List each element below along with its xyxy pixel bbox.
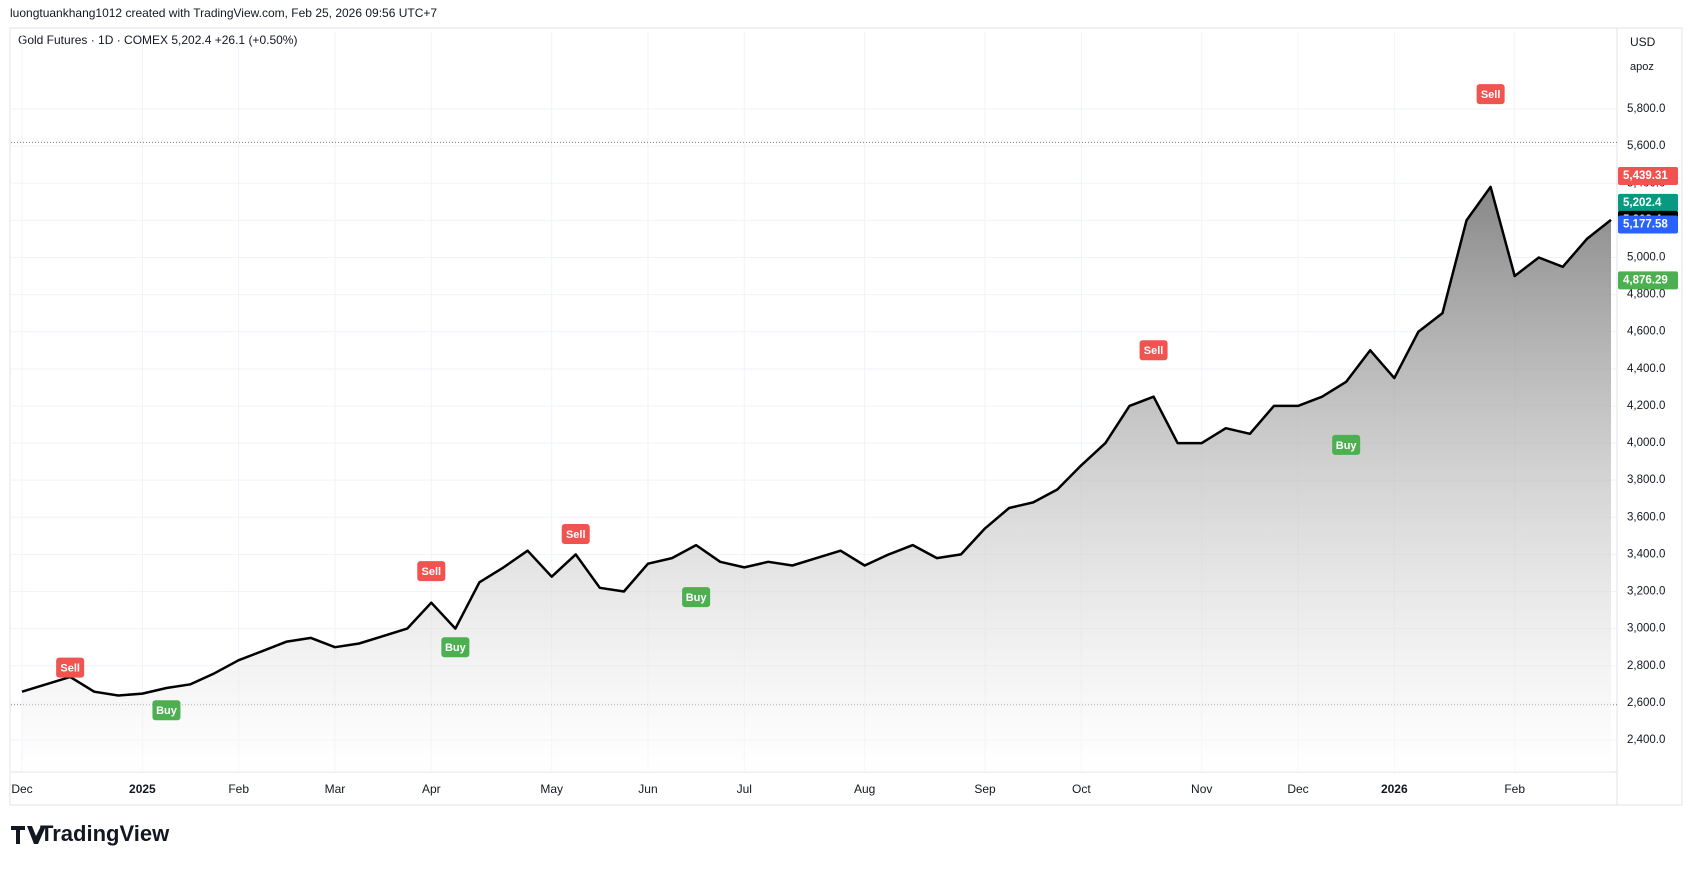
price-tag-label: 5,202.4 [1623, 197, 1662, 209]
chart-frame [9, 27, 1683, 806]
y-tick-label: 3,400.0 [1627, 548, 1665, 560]
signal-badge [417, 561, 446, 582]
y-tick-label: 5,600.0 [1627, 140, 1665, 152]
signal-label: Buy [686, 592, 708, 604]
y-tick-label: 4,800.0 [1627, 289, 1665, 301]
logo-icon [11, 826, 46, 844]
y-tick-label: 3,200.0 [1627, 586, 1665, 598]
price-tag-label: 5,439.31 [1623, 170, 1668, 182]
signal-badge [441, 637, 470, 658]
y-tick-label: 4,400.0 [1627, 363, 1665, 375]
x-tick-label: Aug [854, 782, 875, 796]
x-tick-label: 2025 [129, 782, 156, 796]
price-tag-label: 5,177.58 [1623, 219, 1668, 231]
signal-label: Sell [1481, 89, 1501, 101]
signal-label: Buy [156, 705, 178, 717]
signal-label: Buy [1336, 440, 1358, 452]
x-tick-label: Feb [228, 782, 249, 796]
currency: USD [1630, 35, 1656, 49]
y-tick-label: 2,600.0 [1627, 697, 1665, 709]
scale-mode: apoz [1630, 61, 1654, 73]
y-tick-label: 4,600.0 [1627, 326, 1665, 338]
signal-badge [1476, 84, 1505, 105]
price-tag [1618, 271, 1678, 290]
signal-badge [1139, 340, 1168, 361]
y-tick-label: 3,600.0 [1627, 511, 1665, 523]
x-tick-label: 2026 [1381, 782, 1408, 796]
y-tick-label: 3,800.0 [1627, 474, 1665, 486]
x-tick-label: Nov [1191, 782, 1212, 796]
signal-badge [152, 700, 181, 721]
x-tick-label: Dec [11, 782, 32, 796]
logo: TradingView [40, 821, 170, 846]
y-tick-label: 3,000.0 [1627, 623, 1665, 635]
x-tick-label: Jul [737, 782, 752, 796]
x-tick-label: Sep [974, 782, 996, 796]
x-tick-label: Dec [1287, 782, 1308, 796]
signal-label: Sell [1144, 345, 1164, 357]
price-line [21, 185, 1612, 697]
signal-label: Sell [421, 566, 441, 578]
credit: luongtuankhang1012 created with TradingV… [10, 6, 437, 20]
signal-badge [561, 523, 590, 544]
signal-badge [682, 587, 711, 608]
signal-label: Sell [566, 529, 586, 541]
signal-label: Buy [445, 642, 467, 654]
price-tag-label: 4,876.29 [1623, 274, 1668, 286]
y-tick-label: 4,000.0 [1627, 437, 1665, 449]
x-tick-label: Jun [638, 782, 657, 796]
price-tag [1618, 166, 1678, 185]
y-tick-label: 4,200.0 [1627, 400, 1665, 412]
x-tick-label: Feb [1504, 782, 1525, 796]
x-tick-label: May [540, 782, 563, 796]
chart-title: Gold Futures · 1D · COMEX 5,202.4 +26.1 … [18, 33, 297, 47]
y-tick-label: 5,000.0 [1627, 252, 1665, 264]
y-tick-label: 5,800.0 [1627, 103, 1665, 115]
price-area [22, 186, 1611, 772]
price-tag [1618, 215, 1678, 234]
signal-label: Sell [60, 663, 80, 675]
x-tick-label: Oct [1072, 782, 1091, 796]
x-tick-label: Mar [325, 782, 346, 796]
signal-badge [56, 657, 85, 678]
y-tick-label: 2,400.0 [1627, 734, 1665, 746]
x-tick-label: Apr [422, 782, 441, 796]
signal-badge [1332, 434, 1361, 455]
price-tag [1618, 193, 1678, 212]
y-tick-label: 2,800.0 [1627, 660, 1665, 672]
